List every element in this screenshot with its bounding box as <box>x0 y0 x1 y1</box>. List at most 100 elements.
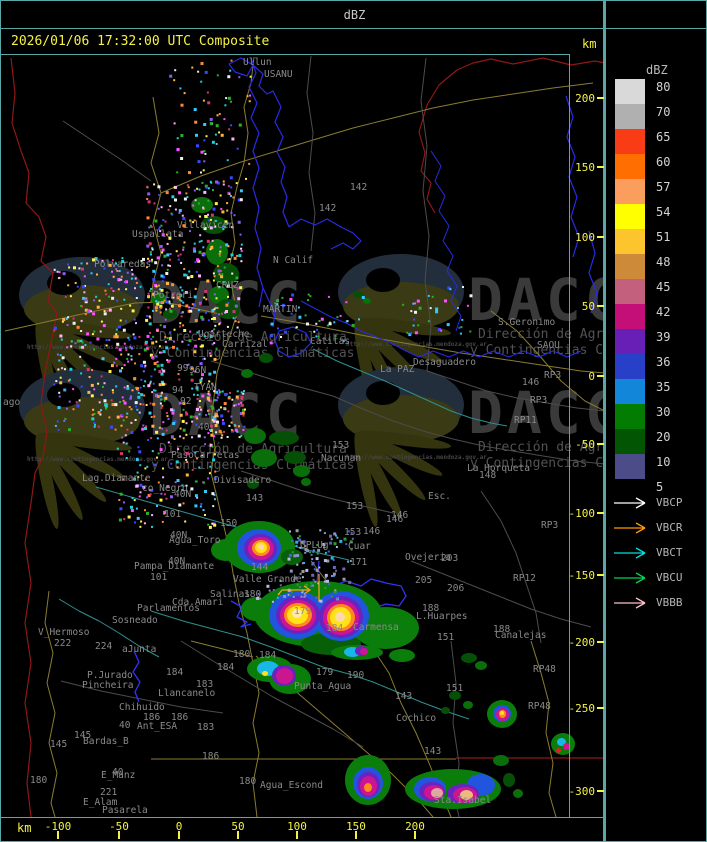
echo-speckle <box>115 268 118 271</box>
echo-speckle <box>198 188 201 191</box>
echo-speckle <box>136 408 139 411</box>
echo-speckle <box>270 322 274 326</box>
echo-speckle <box>185 452 189 456</box>
echo-speckle <box>149 251 152 254</box>
echo-speckle <box>84 285 86 287</box>
echo-speckle <box>164 340 167 343</box>
echo-speckle <box>229 176 233 180</box>
echo-speckle <box>269 334 273 338</box>
echo-speckle <box>230 428 233 431</box>
right-axis-tick <box>597 375 604 377</box>
echo-speckle <box>150 375 153 378</box>
echo-speckle <box>168 236 172 240</box>
echo-speckle <box>153 463 156 466</box>
echo-speckle <box>162 476 165 479</box>
echo-speckle <box>240 250 243 253</box>
echo-speckle <box>339 539 343 543</box>
map-place-label: 150 <box>220 518 237 529</box>
echo-speckle <box>87 390 91 394</box>
echo-speckle <box>217 392 221 396</box>
echo-speckle <box>67 379 70 382</box>
echo-speckle <box>345 301 348 304</box>
echo-speckle <box>314 580 317 583</box>
map-place-label: aJunta <box>122 644 156 655</box>
echo-speckle <box>144 340 148 344</box>
echo-speckle <box>239 233 242 236</box>
echo-speckle <box>156 360 159 363</box>
echo-speckle <box>244 408 246 411</box>
echo-speckle <box>219 246 222 249</box>
map-line <box>288 218 362 250</box>
echo-speckle <box>163 399 166 402</box>
echo-speckle <box>196 457 198 460</box>
echo-speckle <box>166 233 168 236</box>
echo-speckle <box>196 397 199 400</box>
bottom-axis-tick-label: 200 <box>405 820 425 833</box>
echo-speckle <box>65 318 68 320</box>
echo-speckle <box>194 344 198 348</box>
echo-speckle <box>181 419 185 423</box>
echo-speckle <box>207 199 210 202</box>
echo-speckle <box>126 428 129 431</box>
echo-speckle <box>227 302 230 305</box>
echo-speckle <box>106 309 109 312</box>
scale-label: 5 <box>656 480 664 494</box>
echo-speckle <box>195 415 198 419</box>
echo-speckle <box>135 484 139 488</box>
legend-arrow-icon <box>614 572 646 584</box>
map-line <box>418 57 605 133</box>
echo-speckle <box>153 389 155 392</box>
echo-speckle <box>309 295 312 298</box>
echo-speckle <box>164 383 167 386</box>
echo-speckle <box>222 183 225 186</box>
echo-speckle <box>214 225 217 228</box>
echo-speckle <box>239 412 243 415</box>
echo-speckle <box>207 477 210 480</box>
echo-speckle <box>81 345 85 349</box>
dacc-logo-frond <box>36 432 133 451</box>
echo-speckle <box>170 304 174 308</box>
echo-speckle <box>88 309 91 312</box>
map-place-label: Agua_Toro <box>169 535 221 546</box>
echo-speckle <box>152 402 156 406</box>
echo-speckle <box>194 480 197 483</box>
echo-speckle <box>159 395 162 397</box>
echo-speckle <box>179 413 183 417</box>
echo-speckle <box>271 600 274 603</box>
echo-speckle <box>458 326 461 329</box>
echo-speckle <box>154 219 158 223</box>
echo-speckle <box>226 222 229 225</box>
echo-speckle <box>148 411 152 415</box>
bottom-axis-tick-label: 150 <box>346 820 366 833</box>
echo-speckle <box>134 362 136 365</box>
dacc-logo-frond <box>355 319 443 363</box>
echo-speckle <box>181 289 184 292</box>
echo-speckle <box>72 317 75 320</box>
echo-speckle <box>53 326 57 330</box>
map-place-label: 40N <box>170 530 187 541</box>
echo-speckle <box>220 275 224 279</box>
echo-speckle <box>203 150 206 153</box>
echo-speckle <box>240 260 243 263</box>
echo-speckle <box>276 596 279 599</box>
echo-speckle <box>166 485 170 488</box>
echo-speckle <box>127 353 130 356</box>
echo-speckle <box>107 283 110 286</box>
map-place-label: 221 <box>100 787 117 798</box>
scale-label: 20 <box>656 430 671 444</box>
echo-speckle <box>200 408 202 411</box>
echo-speckle <box>149 493 152 496</box>
echo-speckle <box>242 429 245 431</box>
echo-speckle <box>190 367 193 370</box>
map-line <box>44 590 58 817</box>
echo-speckle <box>236 287 239 290</box>
echo-speckle <box>414 302 417 305</box>
echo-speckle <box>130 268 133 271</box>
echo-speckle <box>294 576 298 580</box>
echo-speckle <box>157 452 160 455</box>
echo-speckle <box>147 192 151 196</box>
echo-speckle <box>149 331 151 334</box>
echo-speckle <box>116 447 119 450</box>
echo-speckle <box>146 266 148 269</box>
echo-speckle <box>118 270 121 272</box>
